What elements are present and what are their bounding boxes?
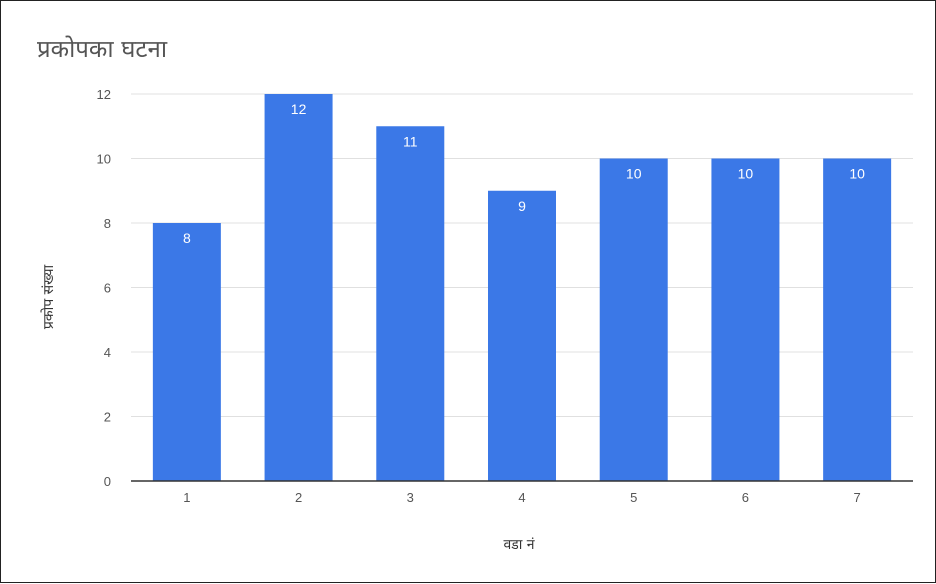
y-tick-label: 2 <box>104 410 111 425</box>
bar <box>711 159 779 482</box>
y-tick-label: 8 <box>104 216 111 231</box>
x-tick-label: 1 <box>183 490 190 505</box>
y-tick-label: 10 <box>97 152 111 167</box>
chart-title: प्रकोपका घटना <box>37 35 168 63</box>
bar <box>600 159 668 482</box>
x-tick-label: 5 <box>630 490 637 505</box>
y-tick-label: 4 <box>104 345 111 360</box>
bar-value-label: 10 <box>626 166 642 182</box>
y-tick-label: 12 <box>97 87 111 102</box>
bar <box>376 126 444 481</box>
bar <box>265 94 333 481</box>
bar-value-label: 10 <box>849 166 865 182</box>
x-tick-label: 2 <box>295 490 302 505</box>
bar-value-label: 10 <box>738 166 754 182</box>
bar <box>488 191 556 481</box>
x-tick-label: 7 <box>854 490 861 505</box>
x-tick-label: 4 <box>518 490 525 505</box>
bar <box>153 223 221 481</box>
bar-value-label: 12 <box>291 101 307 117</box>
bar-value-label: 9 <box>518 198 526 214</box>
y-axis-label: प्रकोप संख्या <box>40 265 57 330</box>
bar <box>823 159 891 482</box>
x-tick-label: 6 <box>742 490 749 505</box>
y-tick-label: 0 <box>104 474 111 489</box>
x-axis-ticks: 1 2 3 4 5 6 7 <box>183 490 861 505</box>
y-axis-ticks: 0 2 4 6 8 10 12 <box>97 87 111 489</box>
y-tick-label: 6 <box>104 281 111 296</box>
x-tick-label: 3 <box>407 490 414 505</box>
bar-value-label: 11 <box>403 133 418 149</box>
bar-value-label: 8 <box>183 230 191 246</box>
x-axis-label: वडा नं <box>503 537 534 553</box>
